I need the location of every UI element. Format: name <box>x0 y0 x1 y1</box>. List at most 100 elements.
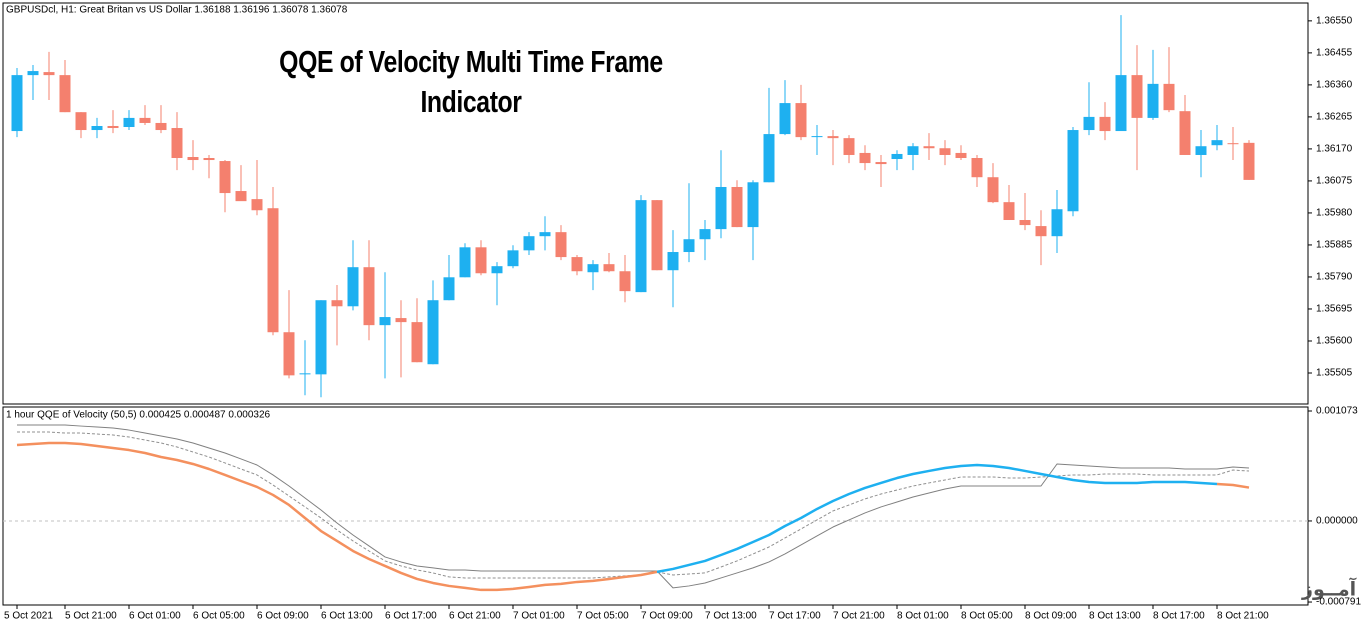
candle-body <box>395 318 407 323</box>
candle-body <box>1227 143 1239 145</box>
candle-body <box>1195 146 1207 155</box>
x-tick-label: 7 Oct 09:00 <box>641 611 693 622</box>
x-tick-label: 7 Oct 13:00 <box>705 611 757 622</box>
main-header: GBPUSDcl, H1: Great Britan vs US Dollar … <box>6 5 348 16</box>
y-tick-label: 1.36550 <box>1316 16 1353 27</box>
candle-body <box>219 161 231 194</box>
x-tick-label: 8 Oct 13:00 <box>1089 611 1141 622</box>
y-tick-label: 0.001073 <box>1316 406 1358 417</box>
candle-body <box>11 75 23 132</box>
candle-body <box>907 146 919 155</box>
candle-body <box>1115 75 1127 132</box>
x-tick-label: 8 Oct 09:00 <box>1025 611 1077 622</box>
candle-body <box>571 257 583 272</box>
candle-body <box>1003 202 1015 221</box>
candle-body <box>763 134 775 183</box>
candle-body <box>315 300 327 375</box>
candle-body <box>875 162 887 165</box>
candle-body <box>987 177 999 203</box>
candle-body <box>123 117 135 128</box>
candle-body <box>283 332 295 376</box>
chart-title: QQE of Velocity Multi Time Frame Indicat… <box>279 44 663 119</box>
x-tick-label: 6 Oct 05:00 <box>193 611 245 622</box>
candle-body <box>235 191 247 202</box>
x-tick-label: 7 Oct 05:00 <box>577 611 629 622</box>
candle-body <box>1019 220 1031 226</box>
y-tick-label: 1.35505 <box>1316 368 1353 379</box>
candle-body <box>731 186 743 228</box>
candle-body <box>251 199 263 211</box>
x-tick-label: 6 Oct 17:00 <box>385 611 437 622</box>
candle-body <box>1243 142 1255 180</box>
candle-body <box>427 300 439 365</box>
candle-body <box>59 75 71 113</box>
candle-body <box>715 186 727 230</box>
candle-body <box>27 71 39 76</box>
candle-body <box>507 250 519 267</box>
candle-body <box>187 156 199 161</box>
candle-body <box>139 117 151 123</box>
candle-body <box>267 208 279 333</box>
x-tick-label: 8 Oct 05:00 <box>961 611 1013 622</box>
indicator-line <box>17 424 1250 589</box>
y-tick-label: 1.35790 <box>1316 272 1353 283</box>
x-tick-label: 6 Oct 09:00 <box>257 611 309 622</box>
candle-body <box>827 136 839 139</box>
x-tick-label: 8 Oct 17:00 <box>1153 611 1205 622</box>
y-tick-label: 1.36265 <box>1316 112 1353 123</box>
y-tick-label: 1.36170 <box>1316 144 1353 155</box>
watermark: انتشار در وبسایت ســود آمــوز <box>1301 577 1362 601</box>
candle-body <box>683 239 695 253</box>
candle-body <box>523 236 535 251</box>
candle-body <box>587 264 599 273</box>
candle-body <box>299 373 311 375</box>
candle-body <box>843 138 855 155</box>
candle-body <box>331 300 343 307</box>
x-tick-label: 7 Oct 01:00 <box>513 611 565 622</box>
x-tick-label: 6 Oct 13:00 <box>321 611 373 622</box>
y-tick-label: 0.000000 <box>1316 516 1358 527</box>
candle-body <box>1083 116 1095 131</box>
candle-body <box>1099 116 1111 132</box>
candle-body <box>539 232 551 237</box>
candle-body <box>859 152 871 164</box>
candle-body <box>1035 226 1047 237</box>
y-tick-label: 1.35885 <box>1316 240 1353 251</box>
candle-body <box>1179 111 1191 155</box>
candle-body <box>699 229 711 240</box>
candle-body <box>91 125 103 131</box>
x-tick-label: 8 Oct 01:00 <box>897 611 949 622</box>
candle-body <box>379 317 391 326</box>
candle-body <box>795 103 807 138</box>
candle-body <box>443 277 455 301</box>
candle-body <box>811 136 823 138</box>
indicator-line <box>16 441 1250 592</box>
candle-body <box>1067 130 1079 212</box>
candle-body <box>491 266 503 274</box>
y-tick-label: 1.36360 <box>1316 80 1353 91</box>
x-tick-label: 8 Oct 21:00 <box>1217 611 1269 622</box>
y-tick-label: 1.35695 <box>1316 304 1353 315</box>
candle-body <box>1211 140 1223 146</box>
y-tick-label: 1.36455 <box>1316 48 1353 59</box>
candle-body <box>939 148 951 155</box>
indicator-panel <box>2 406 1309 606</box>
x-tick-label: 6 Oct 21:00 <box>449 611 501 622</box>
candle-body <box>891 153 903 160</box>
y-tick-label: 1.36075 <box>1316 176 1353 187</box>
indicator-line <box>656 463 1218 574</box>
x-tick-label: 5 Oct 2021 <box>4 611 53 622</box>
x-tick-label: 7 Oct 21:00 <box>833 611 885 622</box>
candle-body <box>955 152 967 159</box>
candle-body <box>971 158 983 178</box>
candle-body <box>1147 83 1159 118</box>
x-tick-label: 6 Oct 01:00 <box>129 611 181 622</box>
candle-body <box>603 264 615 272</box>
candle-body <box>475 247 487 274</box>
candle-body <box>155 122 167 131</box>
candle-body <box>459 247 471 278</box>
y-tick-label: 1.35980 <box>1316 208 1353 219</box>
candle-body <box>107 125 119 129</box>
candle-body <box>619 271 631 292</box>
candle-body <box>171 128 183 159</box>
